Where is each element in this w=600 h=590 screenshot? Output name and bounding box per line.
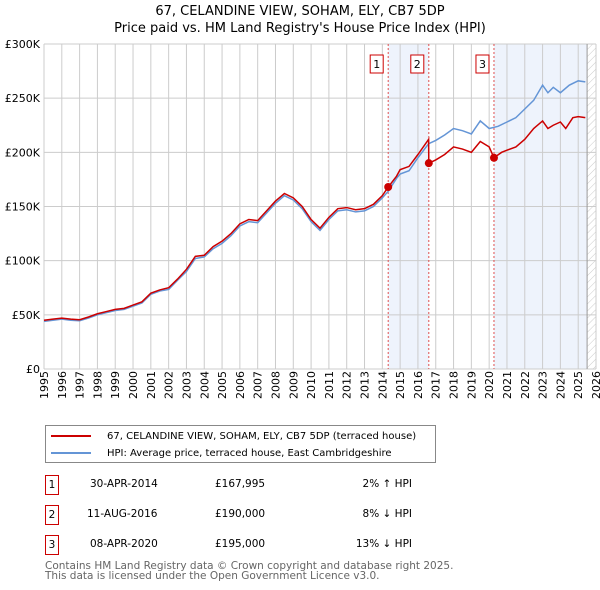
y-tick-label: £300K xyxy=(5,38,41,51)
sale-label: 3 xyxy=(479,58,486,71)
x-tick-label: 2025 xyxy=(572,371,585,399)
y-tick-label: £200K xyxy=(5,146,41,159)
x-tick-label: 2011 xyxy=(323,371,336,399)
x-tick-label: 2018 xyxy=(448,371,461,399)
sale-number: 2 xyxy=(45,505,59,525)
footer-line: Contains HM Land Registry data © Crown c… xyxy=(45,560,454,572)
x-tick-label: 2023 xyxy=(537,371,550,399)
x-tick-label: 2006 xyxy=(234,371,247,399)
line-chart: 1995 1996 1997 1998 1999 2000 2001 2002 2003 2004… xyxy=(5,38,600,399)
legend-item-property: 67, CELANDINE VIEW, SOHAM, ELY, CB7 5DP … xyxy=(46,428,416,444)
sale-point xyxy=(384,183,393,192)
x-tick-label: 2008 xyxy=(269,371,282,399)
x-tick-label: 1995 xyxy=(38,371,51,399)
x-tick-label: 2016 xyxy=(412,371,425,399)
sale-date: 08-APR-2020 xyxy=(90,538,158,550)
table-row: 3 08-APR-2020 £195,000 13% ↓ HPI xyxy=(45,535,445,555)
table-row: 2 11-AUG-2016 £190,000 8% ↓ HPI xyxy=(45,505,445,525)
sale-label-box xyxy=(410,54,425,74)
y-tick-label: £0 xyxy=(26,363,40,376)
x-tick-label: 2014 xyxy=(376,371,389,399)
table-row: 1 30-APR-2014 £167,995 2% ↑ HPI xyxy=(45,475,445,495)
legend: 67, CELANDINE VIEW, SOHAM, ELY, CB7 5DP … xyxy=(45,425,436,463)
x-tick-label: 2009 xyxy=(287,371,300,399)
x-tick-label: 2013 xyxy=(359,371,372,399)
x-tick-label: 2004 xyxy=(198,371,211,399)
x-tick-label: 2001 xyxy=(145,371,158,399)
sale-date: 30-APR-2014 xyxy=(90,478,158,490)
x-tick-label: 2000 xyxy=(127,371,140,399)
sale-hpi-diff: 8% ↓ HPI xyxy=(362,508,412,520)
x-tick-label: 2024 xyxy=(554,371,567,399)
x-tick-label: 2012 xyxy=(341,371,354,399)
sale-label-box xyxy=(369,54,384,74)
y-tick-label: £50K xyxy=(12,309,41,322)
legend-swatch-red xyxy=(51,435,91,437)
x-tick-label: 2007 xyxy=(252,371,265,399)
x-tick-label: 1997 xyxy=(74,371,87,399)
x-tick-label: 2019 xyxy=(465,371,478,399)
footer: Contains HM Land Registry data © Crown c… xyxy=(45,560,454,582)
y-tick-label: £150K xyxy=(5,201,41,214)
x-tick-label: 2003 xyxy=(180,371,193,399)
legend-swatch-blue xyxy=(51,452,91,454)
x-tick-label: 2015 xyxy=(394,371,407,399)
sale-label: 1 xyxy=(373,58,380,71)
x-tick-label: 2010 xyxy=(305,371,318,399)
x-tick-label: 2020 xyxy=(483,371,496,399)
sale-date: 11-AUG-2016 xyxy=(87,508,158,520)
sale-price: £167,995 xyxy=(215,478,266,490)
chart-title: 67, CELANDINE VIEW, SOHAM, ELY, CB7 5DP xyxy=(155,4,445,19)
price-paid-line xyxy=(43,115,586,321)
sale-point xyxy=(489,153,498,162)
footer-line: This data is licensed under the Open Gov… xyxy=(45,570,380,582)
x-tick-label: 2002 xyxy=(163,371,176,399)
sale-price: £190,000 xyxy=(215,508,266,520)
x-tick-label: 2017 xyxy=(430,371,443,399)
x-tick-label: 1999 xyxy=(109,371,122,399)
y-tick-label: £250K xyxy=(5,92,41,105)
legend-label: 67, CELANDINE VIEW, SOHAM, ELY, CB7 5DP … xyxy=(107,430,417,442)
y-tick-label: £100K xyxy=(5,255,41,268)
legend-label: HPI: Average price, terraced house, East… xyxy=(107,447,392,459)
sale-point xyxy=(424,159,433,168)
x-tick-label: 1996 xyxy=(56,371,69,399)
sale-number: 1 xyxy=(45,475,59,495)
sale-price: £195,000 xyxy=(215,538,266,550)
sale-label-box xyxy=(475,54,490,74)
sale-hpi-diff: 13% ↓ HPI xyxy=(355,538,412,550)
x-tick-label: 2005 xyxy=(216,371,229,399)
x-tick-label: 1998 xyxy=(91,371,104,399)
x-tick-label: 2021 xyxy=(501,371,514,399)
x-tick-label: 2022 xyxy=(519,371,532,399)
sale-number: 3 xyxy=(45,535,59,555)
legend-item-hpi: HPI: Average price, terraced house, East… xyxy=(46,445,392,461)
sale-label: 2 xyxy=(414,58,421,71)
chart-subtitle: Price paid vs. HM Land Registry's House … xyxy=(114,21,486,36)
x-tick-label: 2026 xyxy=(590,371,600,399)
sale-hpi-diff: 2% ↑ HPI xyxy=(362,478,412,490)
hpi-line xyxy=(43,80,586,323)
